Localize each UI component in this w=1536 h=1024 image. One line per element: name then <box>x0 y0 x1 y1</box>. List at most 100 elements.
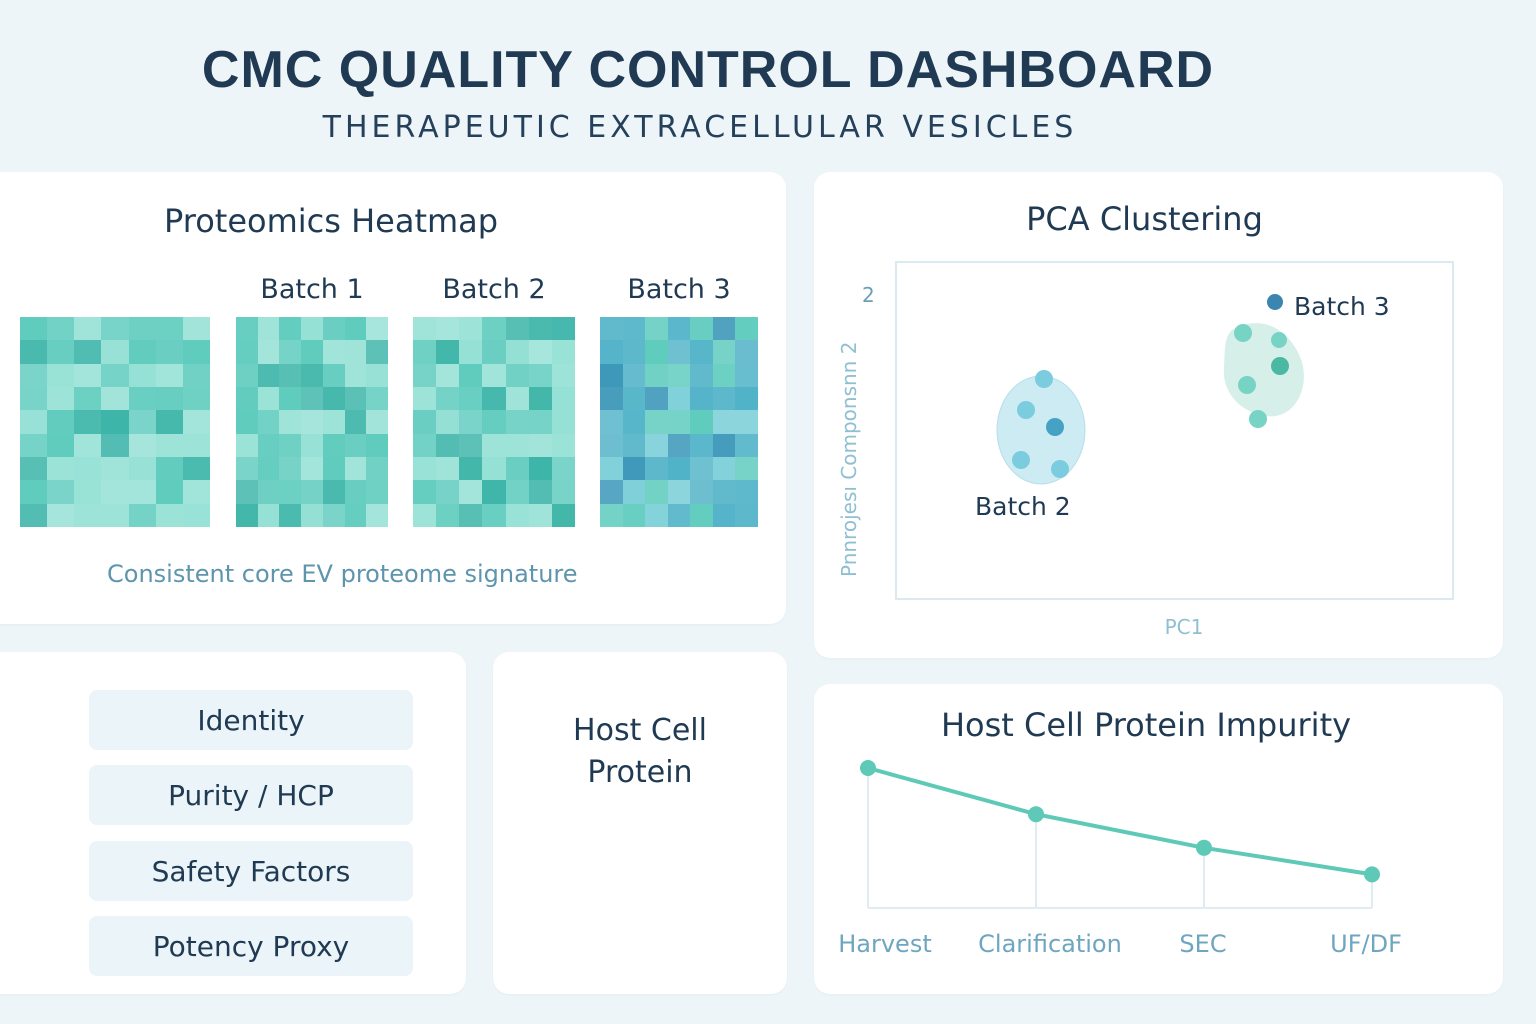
heatmap-cell <box>413 480 437 504</box>
heatmap-cell <box>257 480 280 504</box>
heatmap-cell <box>436 503 460 527</box>
data-point <box>1364 866 1380 883</box>
heatmap-cell <box>74 433 102 457</box>
heatmap-cell <box>436 363 460 387</box>
heatmap-cell <box>257 503 280 527</box>
heatmap-cell <box>600 410 623 434</box>
heatmap-block-batch-2 <box>413 317 575 527</box>
host-cell-protein-card: Host Cell Protein <box>493 652 787 994</box>
pca-title: PCA Clustering <box>1026 200 1263 238</box>
heatmap-cell <box>551 363 575 387</box>
batch-3-point <box>1238 376 1256 394</box>
heatmap-cell <box>436 480 460 504</box>
heatmap-cell <box>74 457 102 481</box>
heatmap-cell <box>101 387 129 411</box>
pca-y-tick: 2 <box>862 283 875 307</box>
heatmap-cell <box>436 410 460 434</box>
heatmap-cell <box>20 480 48 504</box>
heatmap-cell <box>155 410 183 434</box>
heatmap-cell <box>413 317 437 341</box>
heatmap-cell <box>366 363 388 387</box>
heatmap-cell <box>279 387 302 411</box>
heatmap-cell <box>322 433 345 457</box>
heatmap-cell <box>459 410 483 434</box>
hcp-impurity-chart: Host Cell Protein Impurity Harvest Clarif… <box>838 706 1402 958</box>
heatmap-cell <box>101 480 129 504</box>
heatmap-cell <box>690 480 713 504</box>
heatmap-cell <box>301 387 323 411</box>
heatmap-cell <box>236 503 258 527</box>
qc-item-identity[interactable]: Identity <box>89 690 413 750</box>
qc-item-safety-factors[interactable]: Safety Factors <box>89 841 413 901</box>
heatmap-cell <box>236 480 258 504</box>
heatmap-cell <box>20 503 48 527</box>
heatmap-cell <box>600 317 623 341</box>
heatmap-cell <box>47 503 75 527</box>
heatmap-cell <box>690 387 713 411</box>
heatmap-cell <box>735 433 758 457</box>
batch-2-point <box>1012 451 1030 469</box>
heatmap-cell <box>622 457 646 481</box>
heatmap-cell <box>667 457 691 481</box>
heatmap-cell <box>505 503 529 527</box>
heatmap-cell <box>182 410 210 434</box>
heatmap-cell <box>236 340 258 364</box>
heatmap-cell <box>322 387 345 411</box>
heatmap-cell <box>155 480 183 504</box>
heatmap-cell <box>322 410 345 434</box>
pca-clustering-card: PCA Clustering 2 Pnnrojesı Componsnn 2 P… <box>814 172 1503 658</box>
heatmap-cell <box>366 340 388 364</box>
heatmap-cell <box>20 457 48 481</box>
batch-3-point <box>1271 357 1289 375</box>
data-point <box>860 760 876 776</box>
heatmap-cell <box>690 457 713 481</box>
batch-3-label: Batch 3 <box>1294 292 1390 321</box>
heatmap-cell <box>735 387 758 411</box>
heatmap-cell <box>47 457 75 481</box>
heatmap-cell <box>645 433 668 457</box>
heatmap-cell <box>645 317 668 341</box>
heatmap-cell <box>645 363 668 387</box>
heatmap-cell <box>528 410 552 434</box>
x-tick-label: Harvest <box>838 930 932 958</box>
batch-3-point <box>1249 410 1267 428</box>
heatmap-cell <box>279 410 302 434</box>
heatmap-cell <box>155 317 183 341</box>
batch-2-point <box>1035 370 1053 388</box>
heatmap-cell <box>366 387 388 411</box>
qc-item-potency-proxy[interactable]: Potency Proxy <box>89 916 413 976</box>
batch-2-point <box>1046 418 1064 436</box>
data-point <box>1196 839 1212 856</box>
heatmap-cell <box>622 410 646 434</box>
host-cell-protein-label: Host Cell Protein <box>493 710 787 794</box>
heatmap-cell <box>459 433 483 457</box>
heatmap-cell <box>551 340 575 364</box>
heatmap-cell <box>257 363 280 387</box>
heatmap-cell <box>155 503 183 527</box>
heatmap-cell <box>344 503 367 527</box>
heatmap-column-label: Batch 2 <box>442 274 546 305</box>
heatmap-cell <box>20 363 48 387</box>
heatmap-cell <box>528 387 552 411</box>
heatmap-cell <box>236 317 258 341</box>
heatmap-cell <box>47 340 75 364</box>
heatmap-cell <box>344 317 367 341</box>
host-cell-protein-line-1: Host Cell <box>573 713 707 748</box>
batch-2-label: Batch 2 <box>975 492 1071 521</box>
heatmap-cell <box>128 503 156 527</box>
heatmap-cell <box>236 457 258 481</box>
pca-x-axis-label: PC1 <box>1165 615 1204 639</box>
heatmap-cell <box>301 363 323 387</box>
qc-item-purity-hcp[interactable]: Purity / HCP <box>89 765 413 825</box>
heatmap-block-reference <box>20 317 210 527</box>
heatmap-cell <box>459 387 483 411</box>
heatmap-cell <box>182 340 210 364</box>
heatmap-cell <box>600 433 623 457</box>
heatmap-cell <box>182 387 210 411</box>
heatmap-cell <box>622 340 646 364</box>
heatmap-cell <box>74 340 102 364</box>
heatmap-cell <box>551 433 575 457</box>
heatmap-cell <box>155 457 183 481</box>
heatmap-cell <box>413 433 437 457</box>
heatmap-cell <box>667 363 691 387</box>
